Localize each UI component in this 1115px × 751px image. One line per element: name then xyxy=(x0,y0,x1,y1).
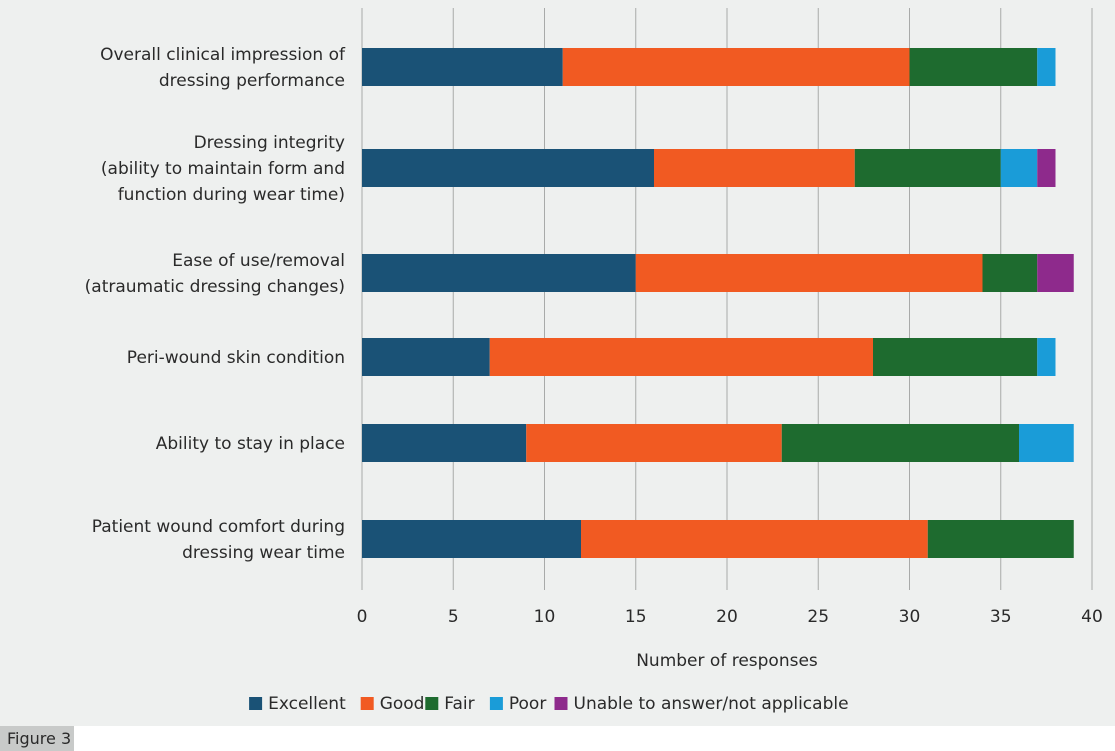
bar-segment-excellent xyxy=(362,48,563,86)
x-tick-label: 10 xyxy=(534,607,556,627)
legend-swatch xyxy=(489,697,503,710)
x-tick-label: 20 xyxy=(716,607,738,627)
bar-segment-fair xyxy=(873,338,1038,376)
bar-segment-poor xyxy=(1037,48,1056,86)
x-tick-label: 30 xyxy=(899,607,921,627)
bar-segment-excellent xyxy=(362,149,654,187)
x-tick-label: 15 xyxy=(625,607,647,627)
x-tick-label: 35 xyxy=(990,607,1012,627)
legend-label: Unable to answer/not applicable xyxy=(574,694,849,714)
bar-segment-fair xyxy=(781,424,1019,462)
stacked-bar-chart: Overall clinical impression of dressing p… xyxy=(85,8,1103,714)
x-tick-label: 25 xyxy=(807,607,829,627)
bar-segment-fair xyxy=(982,254,1038,292)
chart-panel: Overall clinical impression of dressing p… xyxy=(0,0,1115,726)
category-label: Ability to stay in place xyxy=(156,434,345,454)
category-label: Overall clinical impression of xyxy=(100,45,346,65)
bar-segment-unable-to-answer-not-applicable xyxy=(1037,254,1074,292)
category-label: Peri-wound skin condition xyxy=(127,348,345,368)
bar-segment-good xyxy=(526,424,782,462)
category-label: Ease of use/removal xyxy=(172,251,345,271)
legend-label: Fair xyxy=(444,694,474,714)
x-axis-title: Number of responses xyxy=(636,651,818,671)
legend-label: Poor xyxy=(509,694,546,714)
x-tick-label: 5 xyxy=(448,607,459,627)
bar-segment-excellent xyxy=(362,520,581,558)
bar-segment-good xyxy=(562,48,910,86)
legend-swatch xyxy=(554,697,568,710)
x-tick-label: 0 xyxy=(357,607,368,627)
category-label: (atraumatic dressing changes) xyxy=(85,277,345,297)
bar-segment-excellent xyxy=(362,338,490,376)
bar-segment-good xyxy=(581,520,928,558)
bar-segment-poor xyxy=(1037,338,1056,376)
legend-label: Excellent xyxy=(268,694,346,714)
bar-segment-good xyxy=(489,338,873,376)
bar-segment-fair xyxy=(909,48,1038,86)
bar-segment-good xyxy=(635,254,983,292)
bar-segment-poor xyxy=(1019,424,1074,462)
legend-label: Good xyxy=(380,694,425,714)
bar-segment-good xyxy=(654,149,855,187)
bar-segment-excellent xyxy=(362,254,636,292)
category-label: dressing wear time xyxy=(182,543,345,563)
category-label: dressing performance xyxy=(159,71,345,91)
legend-swatch xyxy=(360,697,374,710)
category-label: Dressing integrity xyxy=(194,133,345,153)
figure-caption: Figure 3 xyxy=(0,726,74,751)
bar-segment-excellent xyxy=(362,424,527,462)
category-label: function during wear time) xyxy=(118,185,345,205)
bar-segment-fair xyxy=(927,520,1074,558)
legend-swatch xyxy=(425,697,439,710)
x-tick-label: 40 xyxy=(1081,607,1103,627)
category-label: Patient wound comfort during xyxy=(92,517,345,537)
bar-segment-unable-to-answer-not-applicable xyxy=(1037,149,1056,187)
bar-segment-fair xyxy=(854,149,1001,187)
legend-swatch xyxy=(249,697,263,710)
bar-segment-poor xyxy=(1000,149,1038,187)
category-label: (ability to maintain form and xyxy=(101,159,345,179)
